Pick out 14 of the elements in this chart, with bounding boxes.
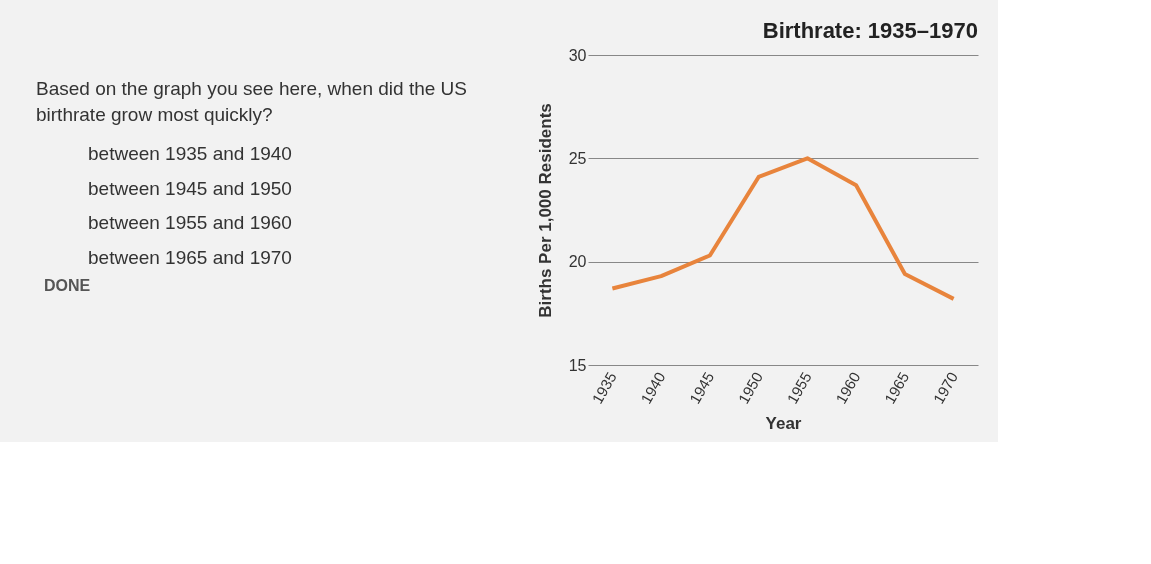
- text: between 1955 and 1960: [88, 212, 292, 234]
- text: Based on the graph you see here, when did the US birthrate grow most quickly?: [36, 77, 467, 125]
- text: DONE: [44, 277, 91, 294]
- x-axis-title: Year: [765, 414, 802, 434]
- y-tick-label: 20: [568, 253, 587, 271]
- text: between 1935 and 1940: [88, 143, 292, 164]
- line-series: [610, 156, 956, 301]
- y-tick-label: 30: [568, 46, 587, 64]
- y-axis-title: Births Per 1,000 Residents: [535, 103, 555, 318]
- y-tick-label: 15: [568, 356, 587, 374]
- text: between 1965 and 1970: [88, 246, 292, 268]
- y-tick-label: 25: [568, 149, 587, 167]
- chart-title: Birthrate: 1935–1970: [762, 18, 978, 43]
- text: between 1945 and 1950: [88, 177, 292, 199]
